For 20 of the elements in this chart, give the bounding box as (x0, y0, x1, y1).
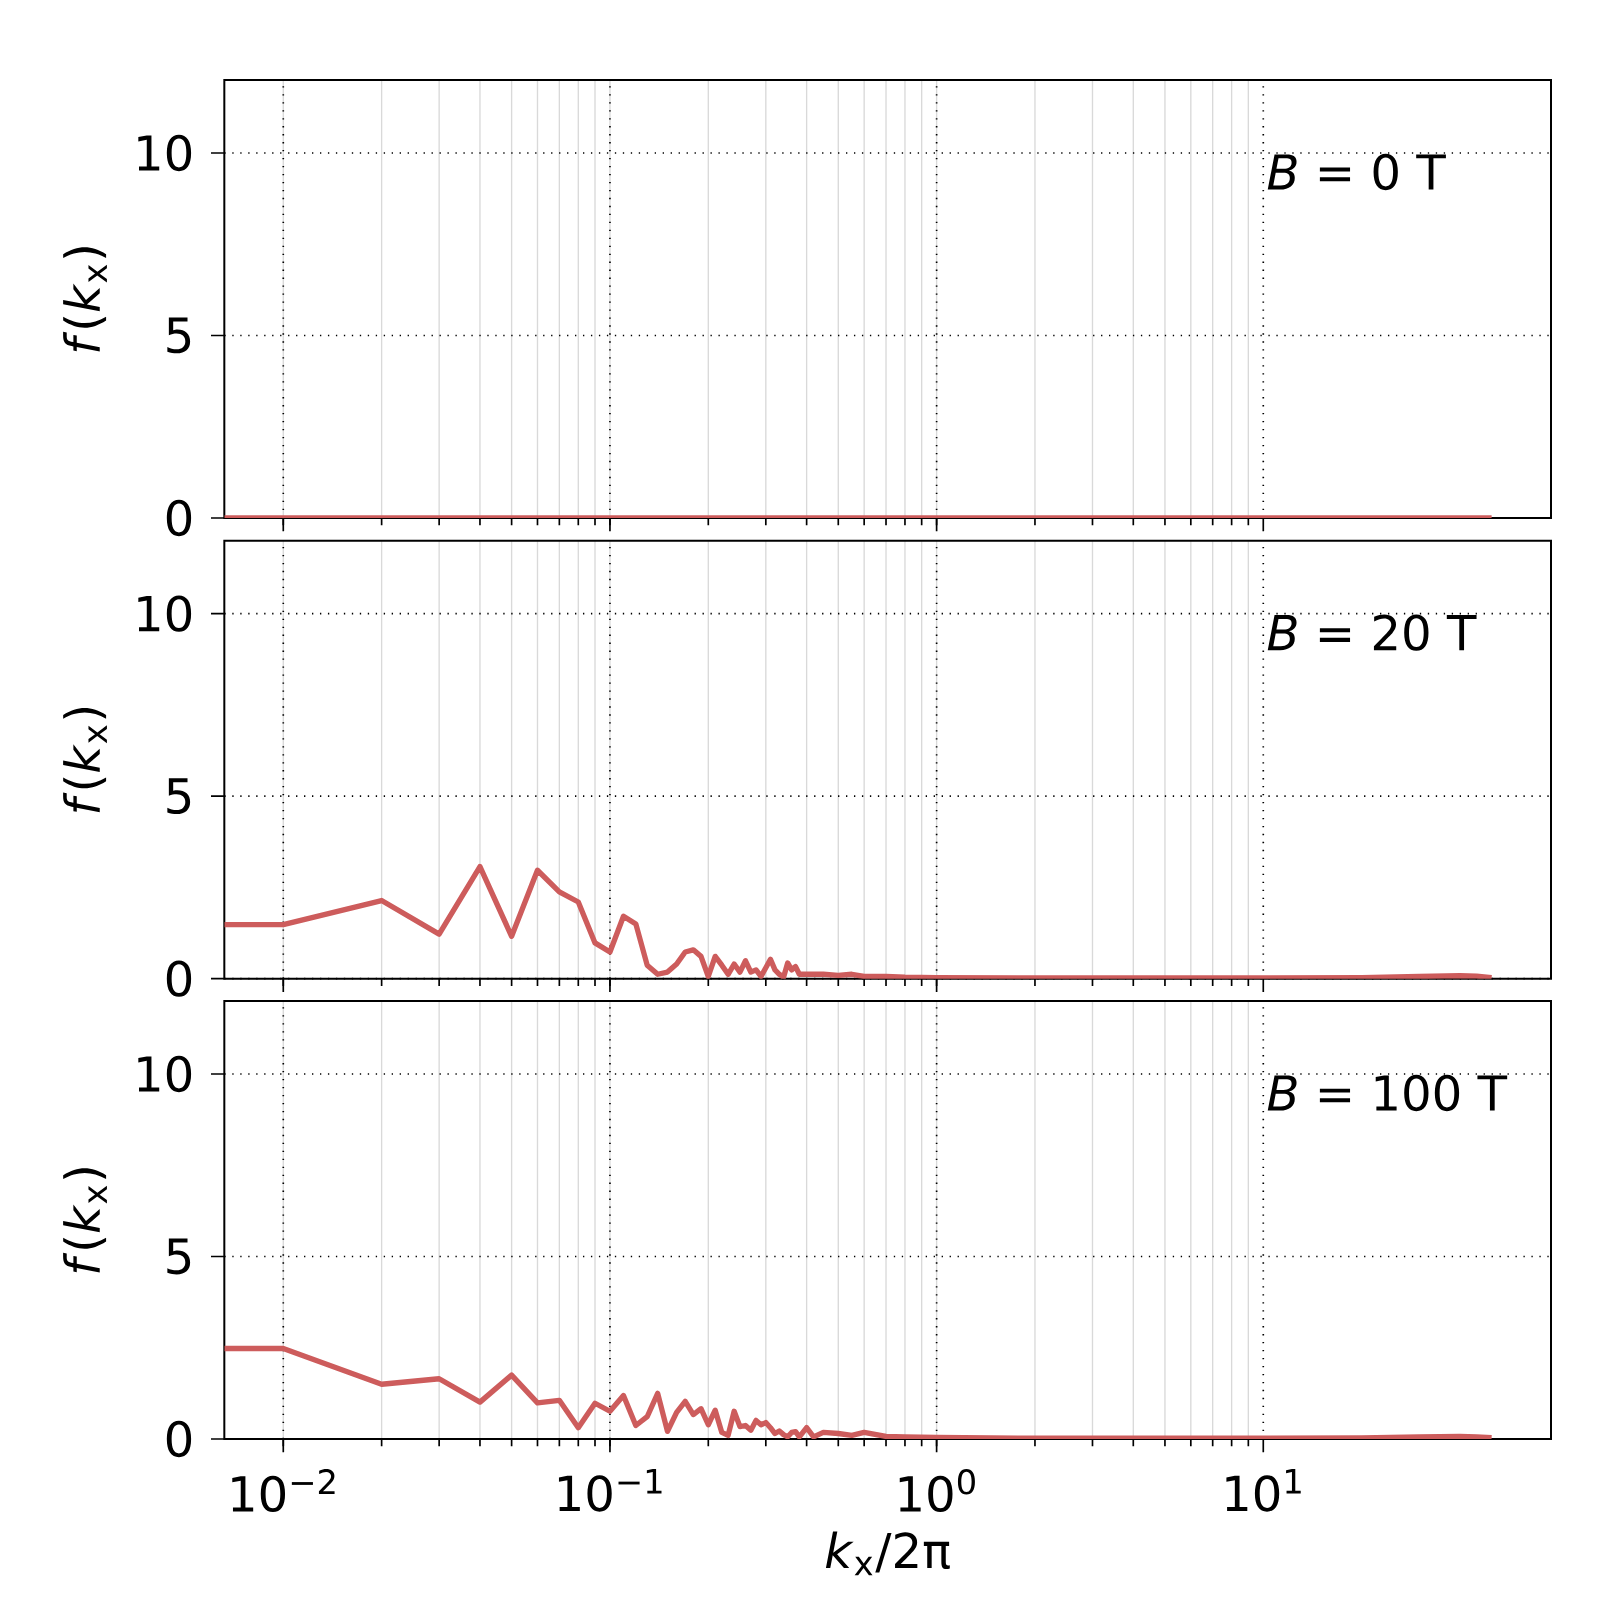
y-tick-label: 5 (167, 778, 191, 815)
y-tick-label: 5 (167, 1238, 191, 1275)
y-axis-title: f(k$_{x}$) (63, 707, 107, 813)
annotation: B = 0 T (1267, 153, 1446, 191)
x-tick-label: 10$^{0}$ (899, 1469, 975, 1513)
annotation: B = 100 T (1267, 1074, 1508, 1112)
annotation: B = 20 T (1267, 614, 1477, 651)
y-tick-label: 0 (166, 1420, 192, 1458)
y-tick-label: 10 (138, 595, 192, 632)
x-axis-title: k$_{x}$/2π (825, 1531, 950, 1576)
x-tick-label: 10$^{−1}$ (558, 1469, 662, 1512)
y-tick-label: 10 (138, 1055, 192, 1093)
x-tick-label: 10$^{−2}$ (232, 1469, 335, 1513)
y-axis-title: f(k$_{x}$) (63, 247, 107, 352)
y-tick-label: 0 (166, 499, 192, 537)
y-tick-label: 10 (138, 134, 192, 172)
x-tick-label: 10$^{1}$ (1226, 1469, 1301, 1512)
y-tick-label: 0 (166, 960, 192, 997)
y-tick-label: 5 (167, 317, 191, 354)
y-axis-title: f(k$_{x}$) (63, 1168, 107, 1273)
